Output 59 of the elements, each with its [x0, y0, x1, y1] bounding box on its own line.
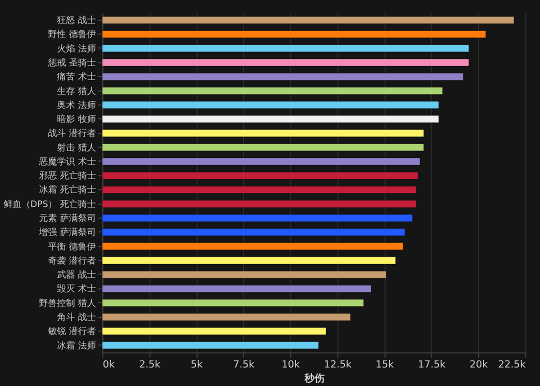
- x-axis-title: 秒伤: [303, 372, 324, 384]
- bar: [102, 115, 440, 123]
- x-tick-label: 7.5k: [233, 360, 255, 371]
- y-tick-label: 元素 萨满祭司: [39, 213, 96, 224]
- bar: [102, 284, 372, 293]
- bar: [102, 16, 514, 24]
- bar: [102, 200, 416, 208]
- y-tick-label: 毁灭 术士: [57, 284, 96, 295]
- y-tick-label: 狂怒 战士: [57, 15, 96, 26]
- bar: [102, 299, 364, 307]
- y-tick-label: 射击 猎人: [57, 142, 96, 154]
- bar: [102, 228, 406, 236]
- bar: [102, 87, 443, 95]
- x-tick-label: 22.5k: [498, 360, 526, 371]
- bar: [102, 270, 386, 278]
- bar: [102, 58, 470, 66]
- x-tick-label: 15k: [376, 360, 394, 371]
- y-tick-label: 野性 德鲁伊: [48, 29, 96, 40]
- y-tick-label: 野兽控制 猎人: [39, 298, 96, 309]
- bar: [102, 313, 351, 321]
- y-tick-label: 冰霜 死亡骑士: [39, 184, 96, 196]
- y-tick-label: 火焰 法师: [57, 43, 96, 54]
- y-tick-label: 冰霜 法师: [57, 340, 96, 352]
- bar: [102, 186, 416, 194]
- y-tick-label: 增强 萨满祭司: [38, 227, 96, 238]
- bar: [102, 327, 326, 335]
- bar: [102, 72, 464, 80]
- x-tick-label: 20k: [470, 360, 488, 371]
- x-tick-label: 5k: [190, 360, 204, 371]
- bar: [102, 30, 486, 38]
- y-tick-label: 平衡 德鲁伊: [48, 241, 96, 252]
- bar: [102, 101, 440, 109]
- bar: [102, 144, 424, 152]
- y-tick-label: 恶魔学识 术士: [38, 156, 96, 168]
- x-tick-label: 0k: [102, 360, 116, 371]
- x-tick-label: 12.5k: [324, 360, 352, 371]
- y-tick-label: 奥术 法师: [57, 100, 96, 111]
- y-tick-label: 邪恶 死亡骑士: [39, 170, 96, 182]
- y-tick-label: 武器 战士: [57, 270, 96, 281]
- bar: [102, 242, 404, 250]
- bar: [102, 214, 413, 222]
- bar: [102, 44, 470, 52]
- bar: [102, 256, 396, 264]
- y-tick-label: 角斗 战士: [57, 312, 96, 323]
- y-tick-label: 生存 猎人: [57, 86, 96, 97]
- y-tick-label: 战斗 潜行者: [48, 128, 96, 140]
- bar: [102, 342, 319, 350]
- y-tick-label: 暗影 牧师: [57, 114, 96, 126]
- y-tick-label: 敏锐 潜行者: [48, 326, 96, 338]
- x-tick-label: 10k: [282, 360, 300, 371]
- x-tick-label: 17.5k: [418, 360, 446, 371]
- bar: [102, 158, 420, 166]
- y-tick-label: 痛苦 术士: [57, 72, 96, 83]
- y-tick-label: 惩戒 圣骑士: [47, 57, 96, 68]
- bar: [102, 172, 418, 180]
- bar: [102, 129, 424, 137]
- y-tick-label: 奇袭 潜行者: [48, 255, 96, 266]
- x-tick-label: 2.5k: [139, 360, 161, 371]
- y-tick-label: 鲜血（DPS） 死亡骑士: [3, 198, 96, 210]
